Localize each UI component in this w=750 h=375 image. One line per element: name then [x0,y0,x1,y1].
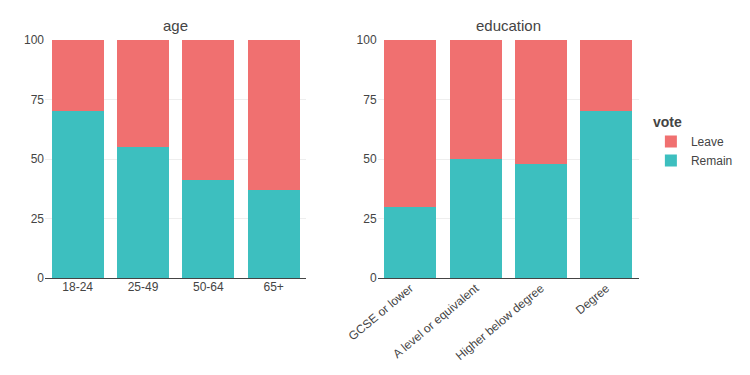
svg-text:25-49: 25-49 [128,280,159,294]
svg-text:100: 100 [24,33,44,47]
svg-text:25: 25 [31,212,45,226]
svg-text:vote: vote [653,114,682,130]
svg-text:Remain: Remain [691,154,732,168]
svg-text:75: 75 [363,93,377,107]
svg-text:education: education [476,17,541,34]
svg-text:50: 50 [31,152,45,166]
svg-text:25: 25 [363,212,377,226]
svg-text:age: age [163,17,188,34]
svg-text:65+: 65+ [264,280,284,294]
svg-text:0: 0 [37,271,44,285]
svg-text:Leave: Leave [691,135,724,149]
svg-text:A level or equivalent: A level or equivalent [390,281,482,361]
svg-text:GCSE or lower: GCSE or lower [346,281,416,343]
svg-text:50: 50 [363,152,377,166]
svg-text:Higher below degree: Higher below degree [453,281,547,363]
svg-text:0: 0 [370,271,377,285]
svg-text:75: 75 [31,93,45,107]
svg-text:100: 100 [357,33,377,47]
svg-text:18-24: 18-24 [62,280,93,294]
svg-text:Degree: Degree [573,281,612,317]
svg-text:50-64: 50-64 [193,280,224,294]
